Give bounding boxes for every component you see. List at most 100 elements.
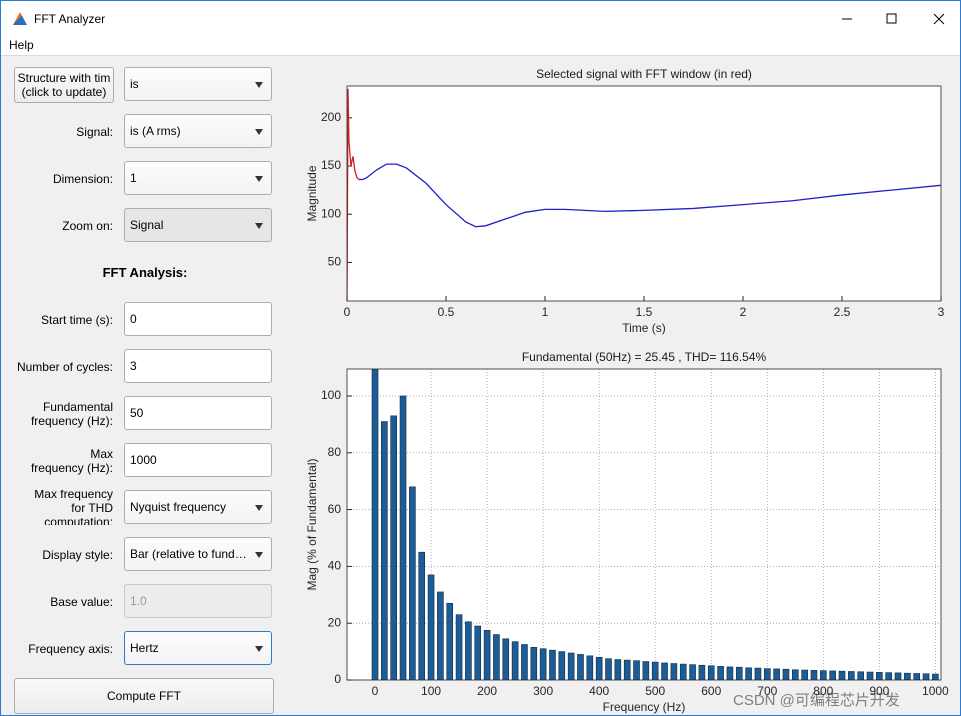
title-bar: FFT Analyzer xyxy=(1,1,960,36)
bar xyxy=(623,659,631,680)
bar xyxy=(866,671,874,680)
label-line: Dimension: xyxy=(52,171,113,186)
dropdown[interactable]: Signal xyxy=(124,208,272,242)
chart-title: Selected signal with FFT window (in red) xyxy=(536,67,752,81)
bar xyxy=(539,648,547,680)
window-controls[interactable] xyxy=(821,1,960,36)
dropdown[interactable]: Bar (relative to fund… xyxy=(124,537,272,571)
field-label: Fundamental frequency (Hz): xyxy=(31,396,113,431)
menu-item[interactable]: Help xyxy=(9,38,34,52)
marks xyxy=(371,369,939,680)
y-tick-label: 60 xyxy=(328,502,342,516)
bar xyxy=(679,663,687,680)
x-tick-label: 1000 xyxy=(922,684,949,698)
x-tick-label: 2.5 xyxy=(834,305,851,319)
section-heading: FFT Analysis: xyxy=(102,265,188,280)
watermark: CSDN @可编程芯片开发 xyxy=(733,692,900,709)
bar xyxy=(493,634,500,680)
bar xyxy=(511,641,519,680)
y-tick-label: 0 xyxy=(334,672,341,686)
plot-frame xyxy=(346,85,942,302)
dropdown[interactable]: 1 xyxy=(124,161,272,195)
bar xyxy=(698,664,706,680)
x-axis-label: Time (s) xyxy=(622,321,666,335)
label-line: computation: xyxy=(44,514,113,526)
label-line: Max frequency xyxy=(34,490,113,501)
bar xyxy=(502,638,510,680)
x-tick-label: 1 xyxy=(542,305,549,319)
bar xyxy=(857,671,864,680)
bar xyxy=(577,654,584,680)
bar xyxy=(595,656,603,680)
button-text: (click to update) xyxy=(21,85,107,99)
x-tick-label: 500 xyxy=(645,684,665,698)
bar xyxy=(763,668,771,680)
dropdown[interactable]: is (A rms) xyxy=(124,114,272,148)
dropdown[interactable]: Hertz xyxy=(124,631,272,665)
bar xyxy=(670,663,678,680)
signal-line xyxy=(358,163,941,228)
x-tick-label: 900 xyxy=(869,684,889,698)
x-tick-label: 600 xyxy=(701,684,721,698)
label-line: Max xyxy=(90,446,113,461)
bar xyxy=(437,591,444,680)
x-tick-label: 0.5 xyxy=(438,305,455,319)
bar xyxy=(521,644,528,680)
bar xyxy=(474,625,482,680)
bar xyxy=(558,651,566,680)
text-input[interactable]: 3 xyxy=(124,349,272,383)
x-axis-label: Frequency (Hz) xyxy=(603,700,686,714)
label-line: Fundamental xyxy=(42,399,113,414)
field-label: Base value: xyxy=(50,584,113,619)
label-line: Base value: xyxy=(50,594,113,609)
label-line: Frequency axis: xyxy=(28,641,113,656)
bar xyxy=(838,670,846,680)
text-input[interactable]: 0 xyxy=(124,302,272,336)
bar xyxy=(932,673,939,680)
field-label: Dimension: xyxy=(53,161,113,196)
x-tick-label: 700 xyxy=(757,684,777,698)
bar xyxy=(792,669,799,680)
x-tick-label: 2 xyxy=(740,305,747,319)
y-axis-label: Mag (% of Fundamental) xyxy=(305,458,319,590)
dropdown[interactable]: Nyquist frequency xyxy=(124,490,272,524)
compute-button[interactable]: Compute FFT xyxy=(14,678,274,714)
field-label: Start time (s): xyxy=(41,302,113,337)
bar xyxy=(689,664,696,680)
y-tick-label: 100 xyxy=(321,388,341,402)
bar xyxy=(446,603,454,680)
label-line: frequency (Hz): xyxy=(30,413,113,428)
label-line: frequency (Hz): xyxy=(30,460,113,475)
bar xyxy=(782,668,790,680)
bar xyxy=(745,667,752,680)
y-tick-label: 200 xyxy=(321,110,341,124)
bar xyxy=(735,666,743,680)
bar xyxy=(885,672,892,680)
structure-button[interactable]: Structure with tim (click to update) xyxy=(14,67,114,103)
plot-area xyxy=(347,86,941,301)
text-input[interactable]: 1000 xyxy=(124,443,272,477)
bar xyxy=(605,658,612,680)
maximize[interactable] xyxy=(886,13,897,24)
bar xyxy=(409,486,416,680)
x-tick-label: 0 xyxy=(372,684,379,698)
text-input[interactable]: 50 xyxy=(124,396,272,430)
bar xyxy=(829,670,836,680)
close[interactable] xyxy=(933,13,945,25)
bar xyxy=(801,669,808,680)
y-tick-label: 50 xyxy=(328,255,342,269)
bar xyxy=(371,369,379,680)
bar xyxy=(418,551,426,680)
bar xyxy=(381,421,388,680)
bar xyxy=(614,659,622,680)
x-tick-label: 100 xyxy=(421,684,441,698)
field-label: Signal: xyxy=(76,114,113,149)
bar xyxy=(399,395,407,680)
bar xyxy=(848,671,855,680)
dropdown[interactable]: is xyxy=(124,67,272,101)
button-text: Compute FFT xyxy=(106,689,181,703)
field-label: Max frequency for THD computation: xyxy=(34,490,113,525)
bar xyxy=(754,667,762,680)
